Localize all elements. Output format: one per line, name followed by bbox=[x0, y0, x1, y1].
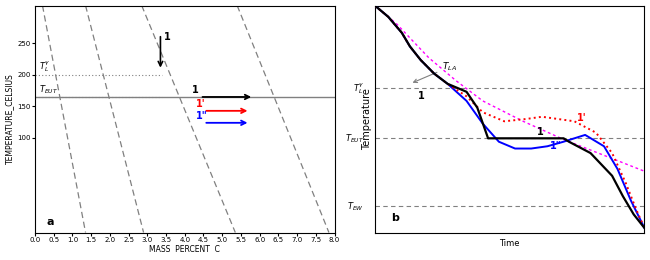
Text: 1": 1" bbox=[550, 141, 562, 151]
Text: 1': 1' bbox=[196, 99, 205, 109]
Text: 1: 1 bbox=[164, 32, 171, 42]
Text: $T_{EUT}$: $T_{EUT}$ bbox=[39, 84, 58, 96]
Text: Time: Time bbox=[499, 239, 520, 248]
Text: 1: 1 bbox=[537, 127, 543, 137]
Text: b: b bbox=[391, 213, 399, 223]
Text: 1": 1" bbox=[196, 111, 208, 121]
Y-axis label: Temperature: Temperature bbox=[362, 88, 372, 150]
Text: $T_{EUT}$: $T_{EUT}$ bbox=[345, 132, 364, 145]
Text: 1: 1 bbox=[418, 90, 424, 101]
Text: $T_{EW}$: $T_{EW}$ bbox=[347, 200, 364, 213]
Text: 1': 1' bbox=[577, 113, 587, 123]
Text: $T_L^\gamma$: $T_L^\gamma$ bbox=[352, 81, 364, 96]
X-axis label: MASS  PERCENT  C: MASS PERCENT C bbox=[150, 245, 220, 255]
Text: $T_L^\gamma$: $T_L^\gamma$ bbox=[39, 60, 50, 74]
Text: 1: 1 bbox=[192, 85, 199, 95]
Y-axis label: TEMPERATURE_CELSIUS: TEMPERATURE_CELSIUS bbox=[6, 74, 14, 164]
Text: a: a bbox=[46, 217, 54, 227]
Text: $T_{LA}$: $T_{LA}$ bbox=[413, 61, 457, 82]
